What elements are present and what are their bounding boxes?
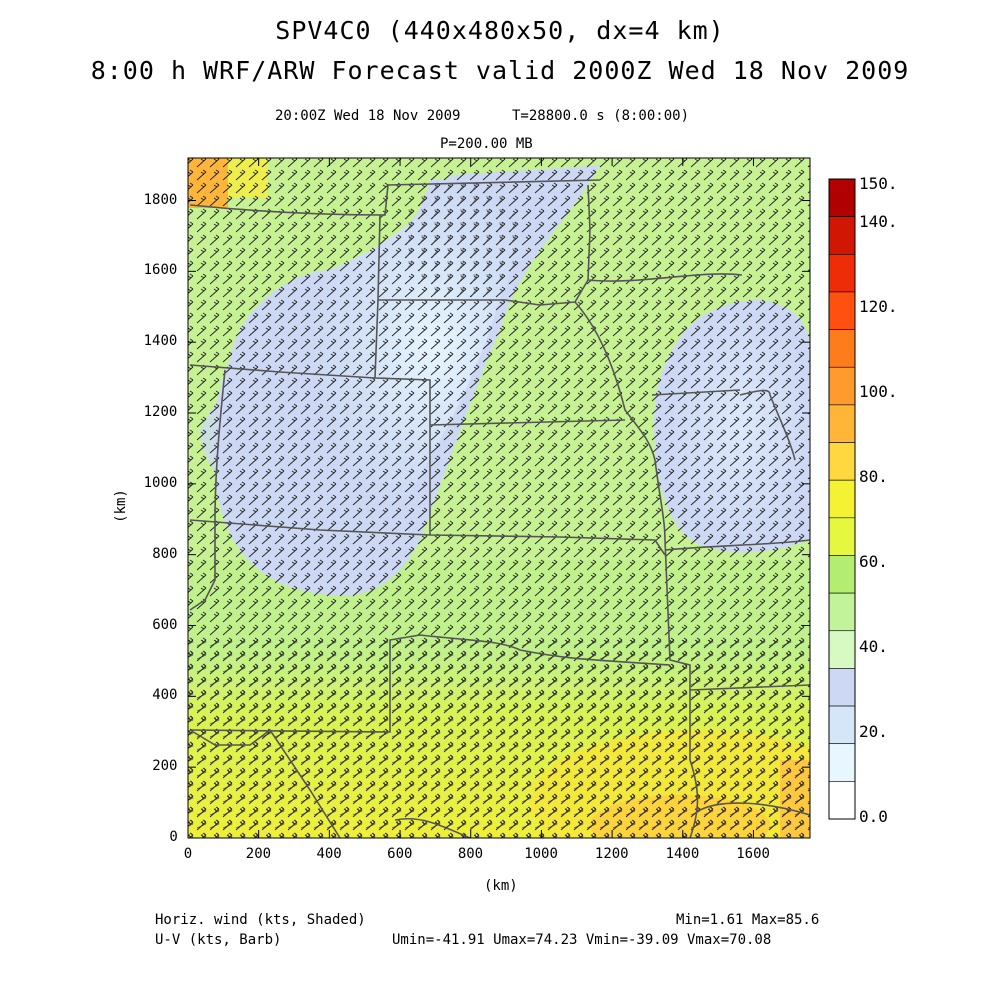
x-axis-title: (km)	[484, 878, 518, 894]
model-time: T=28800.0 s (8:00:00)	[512, 108, 690, 124]
colorbar-tick-label: 80.	[859, 467, 888, 486]
colorbar-segment	[828, 781, 856, 820]
colorbar-frame	[828, 178, 856, 820]
colorbar-tick-label: 0.0	[859, 807, 888, 826]
pressure-level: P=200.00 MB	[440, 136, 533, 152]
colorbar-tick-label: 150.	[859, 174, 898, 193]
y-tick-label: 600	[152, 616, 178, 633]
colorbar-segment	[828, 743, 856, 782]
y-tick-label: 1400	[143, 333, 178, 350]
x-tick-label: 1200	[594, 846, 629, 862]
state-borders	[189, 179, 810, 838]
y-tick-label: 200	[152, 758, 178, 775]
y-axis-ticks	[188, 200, 810, 839]
colorbar-segment	[828, 216, 856, 255]
colorbar-segment	[828, 630, 856, 669]
y-tick-label: 0	[169, 829, 178, 845]
x-tick-label: 400	[316, 846, 342, 862]
x-tick-label: 1400	[665, 846, 700, 862]
y-tick-label: 1000	[143, 474, 178, 491]
colorbar-segment	[828, 592, 856, 632]
colorbar-segment	[828, 668, 856, 707]
colorbar-tick-label: 20.	[859, 722, 888, 741]
x-tick-label: 600	[387, 846, 413, 862]
colorbar-segment	[828, 517, 856, 556]
colorbar-segment	[828, 253, 856, 293]
y-tick-label: 1600	[143, 262, 178, 279]
y-tick-label: 400	[152, 687, 178, 704]
min-max-readout: Min=1.61 Max=85.6	[676, 912, 820, 928]
y-tick-label: 800	[152, 545, 178, 562]
x-tick-label: 1600	[736, 846, 770, 862]
colorbar-segment	[828, 705, 856, 745]
title-line-1: SPV4C0 (440x480x50, dx=4 km)	[275, 16, 725, 45]
shaded-field-label: Horiz. wind (kts, Shaded)	[155, 912, 366, 928]
colorbar-tick-label: 60.	[859, 552, 888, 571]
x-tick-label: 200	[245, 846, 272, 862]
uv-min-max-readout: Umin=-41.91 Umax=74.23 Vmin=-39.09 Vmax=…	[392, 932, 772, 948]
x-tick-label: 800	[457, 846, 484, 862]
colorbar-tick-label: 40.	[859, 637, 888, 656]
x-tick-label: 1000	[524, 846, 558, 862]
title-line-2: 8:00 h WRF/ARW Forecast valid 2000Z Wed …	[90, 56, 910, 85]
colorbar-segment	[828, 291, 856, 330]
map-frame	[187, 157, 811, 839]
colorbar-segment	[828, 178, 856, 217]
wind-speed-field	[188, 158, 810, 838]
barb-field-label: U-V (kts, Barb)	[155, 932, 282, 948]
colorbar-segment	[828, 404, 856, 443]
y-tick-label: 1200	[143, 404, 178, 420]
colorbar-segment	[828, 442, 856, 481]
y-tick-label: 1800	[143, 191, 178, 208]
colorbar-tick-label: 120.	[859, 297, 898, 316]
colorbar-tick-label: 140.	[859, 212, 898, 231]
valid-time: 20:00Z Wed 18 Nov 2009	[275, 108, 461, 124]
colorbar-segment	[828, 329, 856, 368]
y-axis-title: (km)	[112, 489, 129, 523]
x-tick-label: 0	[183, 846, 193, 862]
colorbar	[828, 178, 856, 820]
colorbar-tick-label: 100.	[859, 382, 898, 401]
colorbar-segment	[828, 555, 856, 594]
x-axis-ticks	[187, 158, 754, 838]
colorbar-segment	[828, 479, 856, 519]
colorbar-segment	[828, 366, 856, 406]
